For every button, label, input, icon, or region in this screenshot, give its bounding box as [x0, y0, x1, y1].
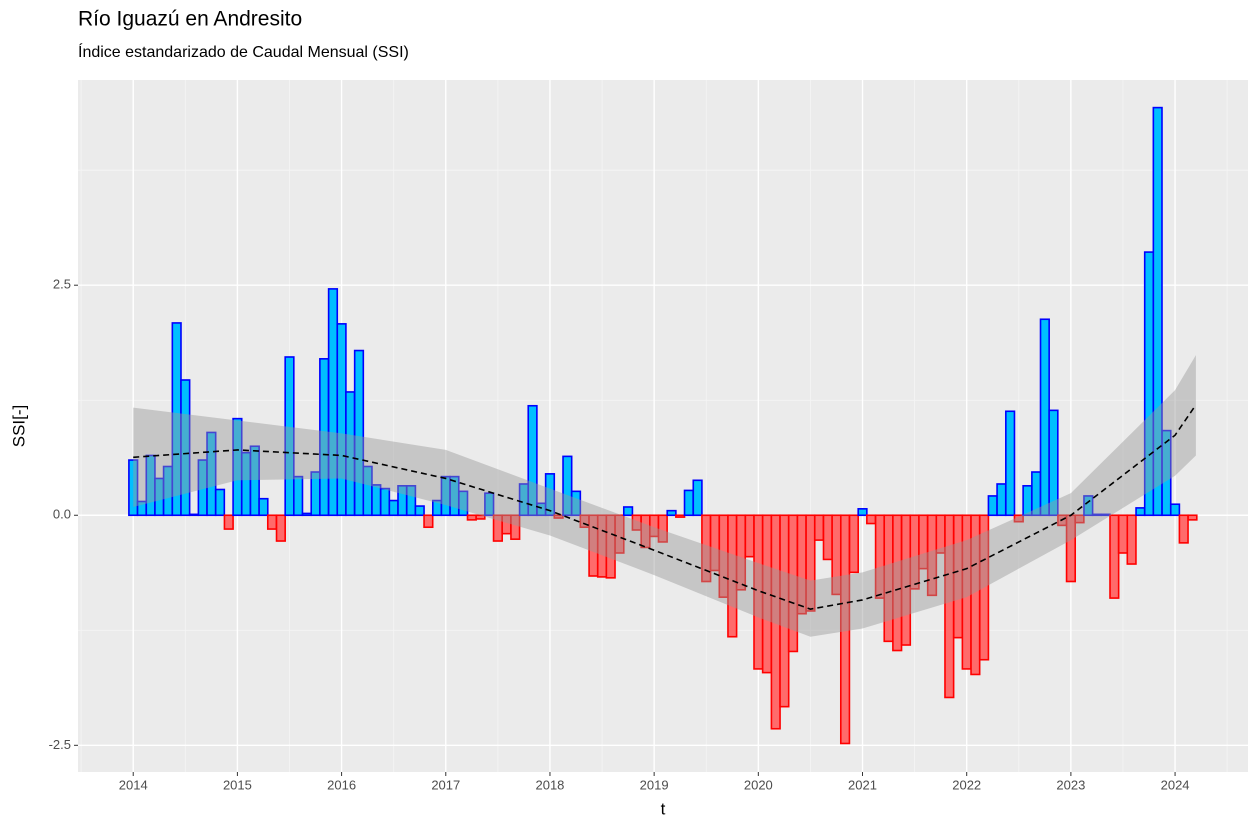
bar: [284, 356, 295, 517]
bar: [1109, 514, 1120, 599]
x-tick-label: 2022: [952, 777, 981, 792]
bar: [327, 288, 339, 517]
chart-subtitle: Índice estandarizado de Caudal Mensual (…: [78, 42, 409, 61]
bar: [1013, 514, 1024, 523]
bar: [258, 497, 269, 517]
y-tick-label: 0.0: [53, 507, 71, 522]
x-tick-label: 2020: [744, 777, 773, 792]
bar: [414, 505, 425, 517]
bar: [1074, 514, 1085, 524]
y-axis-label: SSI[-]: [9, 405, 28, 448]
bar: [1187, 514, 1198, 521]
bar: [570, 490, 582, 517]
bar: [266, 514, 278, 530]
bar: [1117, 514, 1129, 554]
bar: [527, 404, 538, 517]
bar: [675, 514, 686, 518]
x-tick-label: 2018: [535, 777, 564, 792]
bar: [614, 514, 625, 554]
bar: [1039, 318, 1050, 517]
x-tick-label: 2015: [223, 777, 252, 792]
bar: [405, 485, 417, 517]
bar: [1005, 410, 1016, 517]
bar: [813, 514, 825, 541]
y-tick-label: 2.5: [53, 277, 71, 292]
chart-title: Río Iguazú en Andresito: [78, 8, 302, 31]
bar: [1083, 495, 1094, 517]
bar: [371, 484, 382, 517]
bar: [1022, 485, 1033, 517]
bar: [1048, 409, 1059, 517]
bar: [1126, 514, 1137, 565]
bar: [275, 514, 286, 542]
bar: [866, 514, 877, 525]
bar: [987, 495, 998, 517]
bar: [683, 489, 694, 517]
bar: [848, 514, 859, 574]
bar: [458, 490, 469, 517]
x-tick-label: 2017: [431, 777, 460, 792]
bar: [839, 514, 851, 745]
bar: [1169, 503, 1181, 517]
bar: [926, 514, 938, 597]
x-tick-label: 2019: [640, 777, 669, 792]
bar: [944, 514, 955, 699]
bar: [293, 475, 304, 517]
bar: [484, 492, 495, 517]
x-tick-label: 2014: [119, 777, 148, 792]
bar: [692, 479, 703, 517]
bar: [301, 512, 313, 517]
bar: [744, 514, 755, 558]
bar: [206, 431, 217, 517]
bar: [423, 514, 434, 529]
bar: [128, 459, 139, 517]
bar: [353, 349, 365, 517]
bar: [336, 323, 347, 517]
bar: [544, 473, 556, 517]
bar: [562, 455, 573, 517]
bar: [214, 488, 226, 517]
bar: [249, 445, 260, 517]
bar: [996, 483, 1007, 517]
bar: [188, 513, 200, 517]
bar: [1135, 507, 1146, 517]
bar: [510, 514, 521, 540]
bar: [822, 514, 833, 561]
bar: [622, 506, 634, 517]
x-tick-label: 2016: [327, 777, 356, 792]
bar: [180, 379, 191, 517]
bar: [466, 514, 477, 521]
bar: [223, 514, 234, 530]
bar: [475, 514, 486, 520]
bar: [1152, 106, 1163, 517]
bar: [388, 499, 399, 517]
bar: [1161, 429, 1172, 517]
y-tick-label: -2.5: [49, 737, 71, 752]
trend-line: [133, 404, 1197, 610]
bar: [805, 514, 816, 612]
bar: [978, 514, 990, 661]
bar: [666, 509, 677, 517]
confidence-band: [133, 355, 1196, 637]
bar: [657, 514, 668, 543]
bar: [857, 508, 868, 517]
x-axis-label: t: [661, 799, 666, 818]
x-tick-label: 2024: [1161, 777, 1190, 792]
bar: [553, 514, 564, 519]
x-tick-label: 2023: [1056, 777, 1085, 792]
bar: [1178, 514, 1189, 544]
x-tick-label: 2021: [848, 777, 877, 792]
bar: [379, 487, 391, 517]
